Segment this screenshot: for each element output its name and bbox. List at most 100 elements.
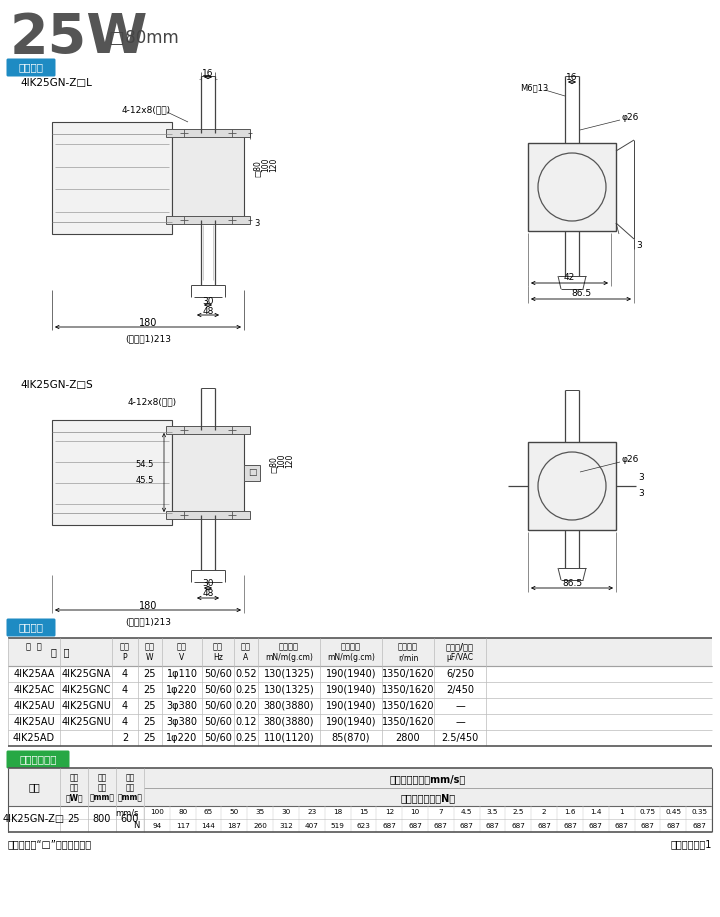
Text: mN/m(g.cm): mN/m(g.cm) [265, 654, 313, 662]
Text: 30: 30 [202, 580, 214, 589]
Text: 2: 2 [542, 810, 546, 815]
Text: 极数: 极数 [120, 643, 130, 651]
Text: 687: 687 [511, 823, 526, 828]
Text: 4IK25GNU: 4IK25GNU [61, 701, 111, 711]
Text: 起动转矩: 起动转矩 [279, 643, 299, 651]
Text: 0.45: 0.45 [665, 810, 681, 815]
Text: 45.5: 45.5 [135, 476, 154, 485]
Text: 0.25: 0.25 [235, 733, 257, 743]
Text: 4IK25GN-Z□: 4IK25GN-Z□ [3, 814, 65, 824]
Text: 86.5: 86.5 [562, 579, 582, 588]
Text: 4IK25GNC: 4IK25GNC [61, 685, 111, 695]
Text: 110(1120): 110(1120) [264, 733, 315, 743]
Text: 687: 687 [692, 823, 706, 828]
Text: mN/m(g.cm): mN/m(g.cm) [327, 654, 375, 662]
Text: 3φ380: 3φ380 [166, 701, 197, 711]
Bar [166, 129, 250, 137]
Text: 23: 23 [307, 810, 317, 815]
Text: 35: 35 [256, 810, 265, 815]
Text: 25: 25 [144, 685, 156, 695]
Text: 4IK25GNU: 4IK25GNU [61, 717, 111, 727]
Text: 65: 65 [204, 810, 213, 815]
Text: 6/250: 6/250 [446, 669, 474, 679]
Text: 687: 687 [460, 823, 474, 828]
Text: 0.20: 0.20 [235, 701, 257, 711]
Text: 687: 687 [615, 823, 629, 828]
Bar [172, 133, 244, 220]
Text: □80: □80 [269, 456, 278, 473]
Text: 25W: 25W [10, 11, 148, 65]
Text: （mm）: （mm） [117, 793, 143, 802]
Text: 0.75: 0.75 [639, 810, 655, 815]
Text: 3: 3 [254, 219, 259, 228]
Text: A: A [243, 654, 248, 662]
Text: 4IK25GN-Z□L: 4IK25GN-Z□L [20, 78, 92, 88]
FancyBboxPatch shape [6, 618, 55, 636]
Bar [52, 420, 172, 525]
Bar [244, 465, 260, 481]
Text: 外型尺寸: 外型尺寸 [19, 62, 43, 72]
Text: M6深13: M6深13 [520, 83, 548, 93]
Text: 120: 120 [285, 453, 294, 468]
Text: 100: 100 [261, 157, 270, 171]
Text: N: N [132, 821, 139, 830]
Text: 频率: 频率 [213, 643, 223, 651]
Text: 120: 120 [269, 158, 278, 171]
Text: 10: 10 [410, 810, 420, 815]
Text: 2.5: 2.5 [513, 810, 524, 815]
Text: Hz: Hz [213, 654, 223, 662]
Text: μF/VAC: μF/VAC [446, 654, 474, 662]
Text: 1: 1 [619, 810, 624, 815]
Text: 0.35: 0.35 [691, 810, 707, 815]
Text: (附中符1)213: (附中符1)213 [125, 617, 171, 626]
Text: 50/60: 50/60 [204, 717, 232, 727]
Text: 3φ380: 3φ380 [166, 717, 197, 727]
Text: 4IK25AD: 4IK25AD [13, 733, 55, 743]
Text: 190(1940): 190(1940) [325, 717, 377, 727]
Text: 1350/1620: 1350/1620 [382, 685, 434, 695]
Text: 687: 687 [563, 823, 577, 828]
FancyBboxPatch shape [6, 750, 70, 768]
Text: 86.5: 86.5 [571, 290, 591, 299]
Text: 功率: 功率 [69, 783, 78, 792]
Text: □80: □80 [253, 160, 262, 177]
Text: 0.25: 0.25 [235, 685, 257, 695]
Text: 4-12x8(长孔): 4-12x8(长孔) [128, 397, 177, 406]
Text: (附中符1)213: (附中符1)213 [125, 335, 171, 344]
Text: 4IK25AA: 4IK25AA [13, 669, 55, 679]
Text: 4: 4 [122, 669, 128, 679]
Text: 407: 407 [305, 823, 319, 828]
Text: 杆长: 杆长 [97, 783, 107, 792]
Text: 180: 180 [139, 318, 157, 328]
Text: 623: 623 [356, 823, 370, 828]
Text: 0.52: 0.52 [235, 669, 257, 679]
Text: 1350/1620: 1350/1620 [382, 669, 434, 679]
Text: 30: 30 [282, 810, 291, 815]
Text: 1φ220: 1φ220 [166, 685, 197, 695]
Bar [166, 426, 250, 434]
Text: 12: 12 [384, 810, 394, 815]
Text: 25: 25 [144, 701, 156, 711]
Text: 额定转矩: 额定转矩 [341, 643, 361, 651]
Text: （W）: （W） [66, 793, 83, 802]
Text: —: — [455, 717, 465, 727]
Text: 380(3880): 380(3880) [264, 717, 314, 727]
Text: 4IK25AU: 4IK25AU [13, 701, 55, 711]
Text: 最大: 最大 [125, 774, 135, 782]
Text: 3: 3 [636, 241, 642, 250]
Text: 4: 4 [122, 685, 128, 695]
Text: 130(1325): 130(1325) [264, 669, 315, 679]
Text: 1.4: 1.4 [590, 810, 602, 815]
Text: 380(3880): 380(3880) [264, 701, 314, 711]
Text: 电流: 电流 [241, 643, 251, 651]
Text: 4-12x8(长孔): 4-12x8(长孔) [122, 105, 171, 115]
Text: 600: 600 [121, 814, 139, 824]
Text: 3: 3 [638, 490, 644, 499]
Text: 4IK25GN-Z□S: 4IK25GN-Z□S [20, 380, 93, 390]
Text: 687: 687 [434, 823, 448, 828]
Text: 687: 687 [589, 823, 603, 828]
Text: 80: 80 [178, 810, 187, 815]
Text: 直线往复速度（mm/s）: 直线往复速度（mm/s） [390, 774, 466, 784]
Text: P: P [122, 654, 127, 662]
Text: 190(1940): 190(1940) [325, 701, 377, 711]
